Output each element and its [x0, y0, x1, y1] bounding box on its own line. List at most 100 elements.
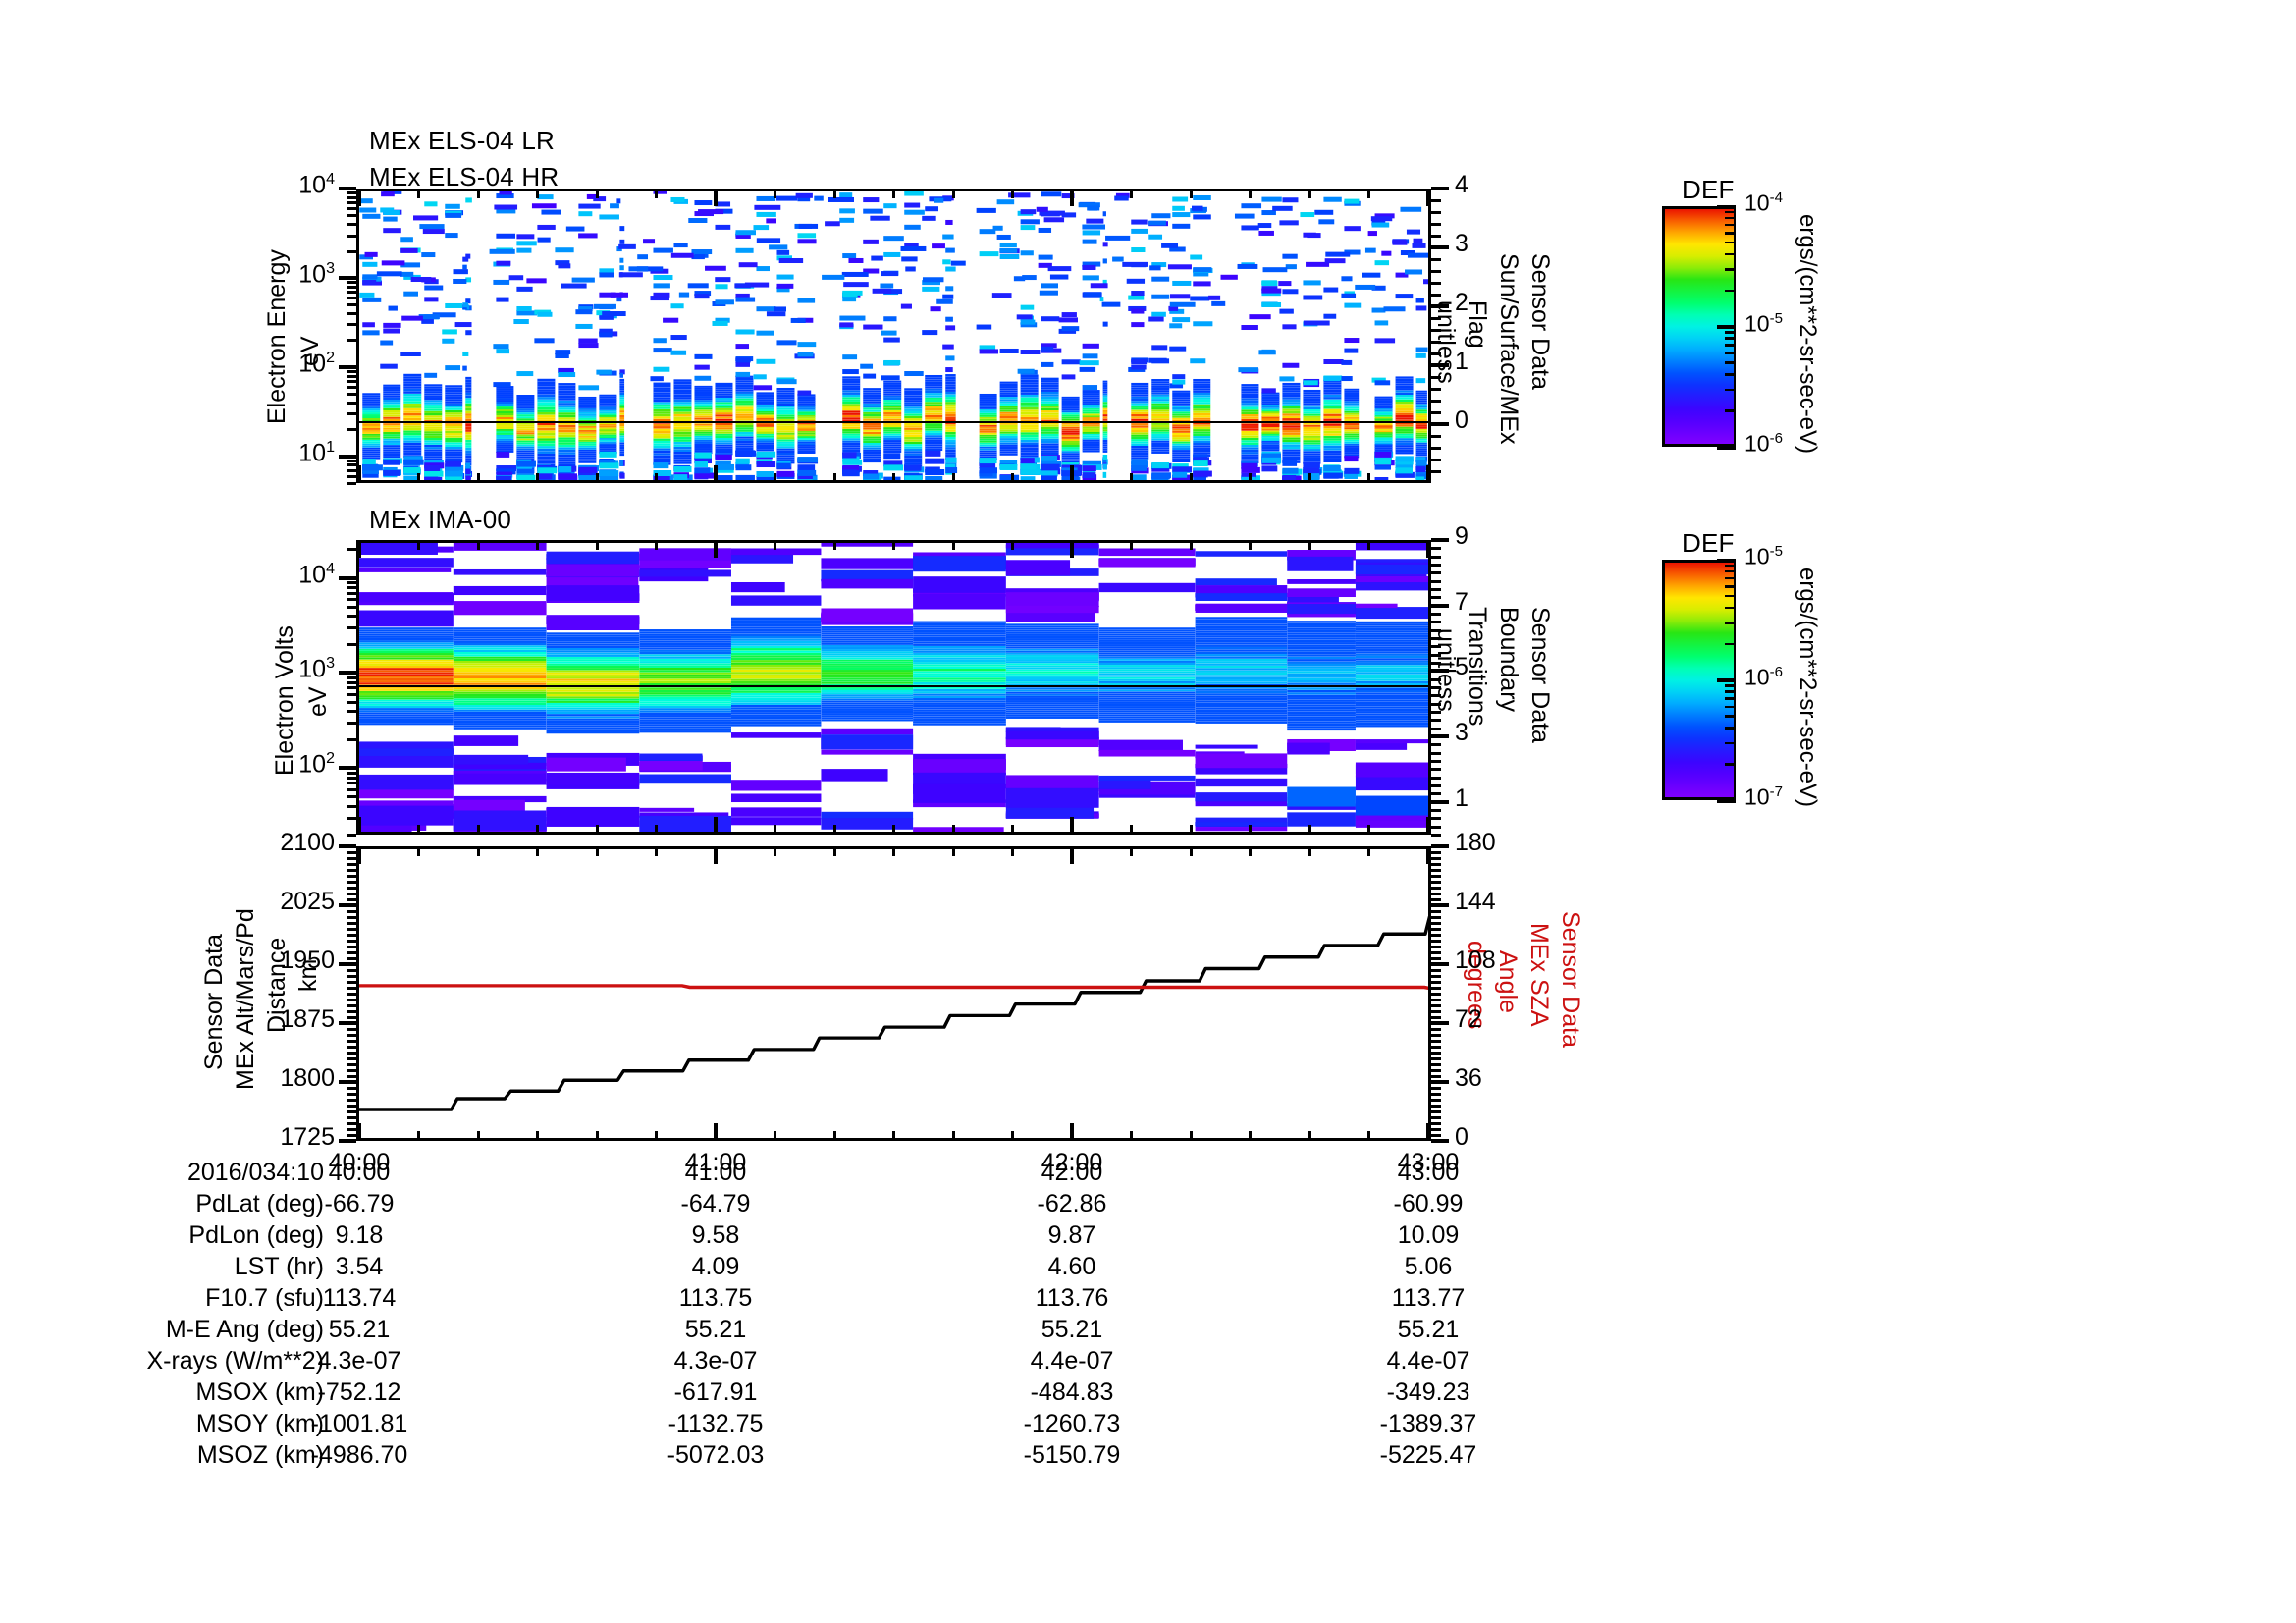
panel3-xtick-minor-bottom [1367, 1131, 1370, 1141]
panel3-ytick-minor [347, 1110, 356, 1113]
panel3-ytick-minor [347, 1105, 356, 1108]
panel3-right-label-2: MEx SZA [1525, 923, 1553, 1027]
panel3-right-label-1: Sensor Data [1557, 911, 1584, 1048]
panel2-xtick-minor-bottom [774, 825, 776, 835]
panel3-ytick-minor [347, 916, 356, 919]
table-cell-r5-c3: 55.21 [1397, 1316, 1460, 1343]
panel2-right-tick-minor [1431, 564, 1441, 567]
panel3-xtick-minor-bottom [536, 1131, 539, 1141]
panel3-ytick-minor [347, 1016, 356, 1019]
panel1-ytick-minor [347, 223, 356, 227]
panel1-ytick-minor [347, 281, 356, 285]
panel2-xtick-major-bottom [357, 817, 361, 835]
table-cell-r6-c0: 4.3e-07 [317, 1347, 401, 1375]
panel1-right-tick-major [1431, 304, 1449, 308]
panel3-right-tick-minor [1431, 1063, 1441, 1066]
panel1-xtick-major-top [1426, 189, 1430, 206]
panel3-xtick-minor-top [1189, 846, 1193, 856]
panel3-ytick-major [339, 1021, 356, 1025]
panel2-xtick-minor-bottom [951, 825, 955, 835]
panel1-xtick-minor-top [892, 189, 895, 198]
panel3-ytick-label-2025: 2025 [280, 888, 335, 915]
panel1-ytick-minor [347, 412, 356, 416]
panel1-zero-line [359, 421, 1428, 423]
panel3-right-tick-minor [1431, 1116, 1441, 1119]
panel3-right-tick-minor [1431, 957, 1441, 960]
panel3-right-tick-minor [1431, 845, 1441, 848]
panel2-xtick-major-bottom [1070, 817, 1074, 835]
table-cell-r7-c2: -484.83 [1030, 1379, 1114, 1406]
panel2-right-tick-minor [1431, 817, 1441, 821]
panel3-right-tick-minor [1431, 987, 1441, 990]
colorbar2-major-tick-2 [1717, 798, 1736, 803]
panel3-xtick-minor-bottom [892, 1131, 895, 1141]
panel2-right-tick-minor [1431, 555, 1441, 559]
panel2-ytick-minor [347, 700, 356, 704]
panel2-right-tick-minor [1431, 784, 1441, 787]
panel2-ytick-minor [347, 795, 356, 799]
panel2-xtick-minor-top [832, 540, 836, 550]
panel1-xtick-major-top [357, 189, 361, 206]
panel3-ytick-major [339, 1139, 356, 1143]
panel1-right-tick-minor [1431, 411, 1441, 414]
panel1-ytick-label-1: 101 [298, 438, 335, 466]
panel2-xtick-minor-bottom [1189, 825, 1193, 835]
panel3-right-tick-minor [1431, 1016, 1441, 1019]
panel3-right-tick-minor [1431, 1105, 1441, 1108]
panel3-ytick-minor [347, 1122, 356, 1125]
colorbar1-minor-tick [1725, 352, 1736, 355]
colorbar2-minor-tick [1725, 622, 1736, 624]
panel3-right-tick-minor [1431, 1128, 1441, 1131]
colorbar2-minor-tick [1725, 690, 1736, 693]
panel2-title: MEx IMA-00 [369, 505, 512, 534]
table-cell-r8-c2: -1260.73 [1023, 1410, 1121, 1437]
panel3-ytick-minor [347, 869, 356, 872]
panel1-xtick-minor-top [1249, 189, 1252, 198]
panel3-xtick-minor-bottom [1189, 1131, 1193, 1141]
panel1-ytick-minor [347, 234, 356, 238]
panel1-right-tick-minor [1431, 435, 1441, 438]
panel3-xtick-major-top [714, 846, 718, 864]
panel3-ytick-major [339, 844, 356, 848]
panel3-xtick-minor-bottom [655, 1131, 658, 1141]
panel3-right-label-3: Angle [1494, 950, 1522, 1013]
table-row-label-5: M-E Ang (deg) [165, 1316, 324, 1343]
panel1-right-tick-minor [1431, 352, 1441, 355]
panel1-xtick-major-bottom [714, 465, 718, 483]
panel2-xtick-major-bottom [1426, 817, 1430, 835]
panel1-spectrogram [359, 191, 1428, 480]
table-row-label-7: MSOX (km) [195, 1379, 324, 1406]
colorbar1-minor-tick [1725, 337, 1736, 340]
panel3-right-tick-minor [1431, 981, 1441, 984]
panel3-xtick-minor-bottom [951, 1131, 955, 1141]
panel1-xtick-minor-bottom [951, 473, 955, 483]
panel3-left-label-1: Sensor Data [200, 934, 228, 1070]
panel2-ytick-minor [347, 598, 356, 602]
panel3-right-tick-minor [1431, 1110, 1441, 1113]
table-cell-r3-c1: 4.09 [691, 1253, 740, 1280]
panel1-right-tick-minor [1431, 223, 1441, 226]
panel2-right-tick-label-1: 1 [1455, 784, 1468, 812]
panel2-right-tick-minor [1431, 760, 1441, 763]
panel2-spectrogram [359, 543, 1428, 832]
colorbar2-minor-tick [1725, 642, 1736, 646]
table-cell-r2-c0: 9.18 [335, 1221, 384, 1249]
panel2-right-tick-major [1431, 538, 1449, 542]
panel3-right-tick-minor [1431, 887, 1441, 890]
colorbar1-minor-tick [1725, 331, 1736, 334]
panel3-xtick-minor-bottom [774, 1131, 776, 1141]
panel2-right-tick-minor [1431, 588, 1441, 591]
panel1-right-tick-minor [1431, 258, 1441, 261]
panel2-ytick-major [339, 766, 356, 771]
panel1-ytick-minor [347, 474, 356, 478]
panel3-right-tick-minor [1431, 1069, 1441, 1072]
panel1-ytick-minor [347, 297, 356, 300]
panel3-right-tick-minor [1431, 963, 1441, 966]
colorbar2-minor-tick [1725, 594, 1736, 598]
panel3-right-tick-minor [1431, 928, 1441, 931]
panel1-xtick-minor-top [1308, 189, 1311, 198]
table-row-label-3: LST (hr) [234, 1253, 324, 1280]
panel3-ytick-minor [347, 1010, 356, 1013]
panel2-right-tick-minor [1431, 571, 1441, 575]
panel3-right-tick-minor [1431, 1034, 1441, 1037]
